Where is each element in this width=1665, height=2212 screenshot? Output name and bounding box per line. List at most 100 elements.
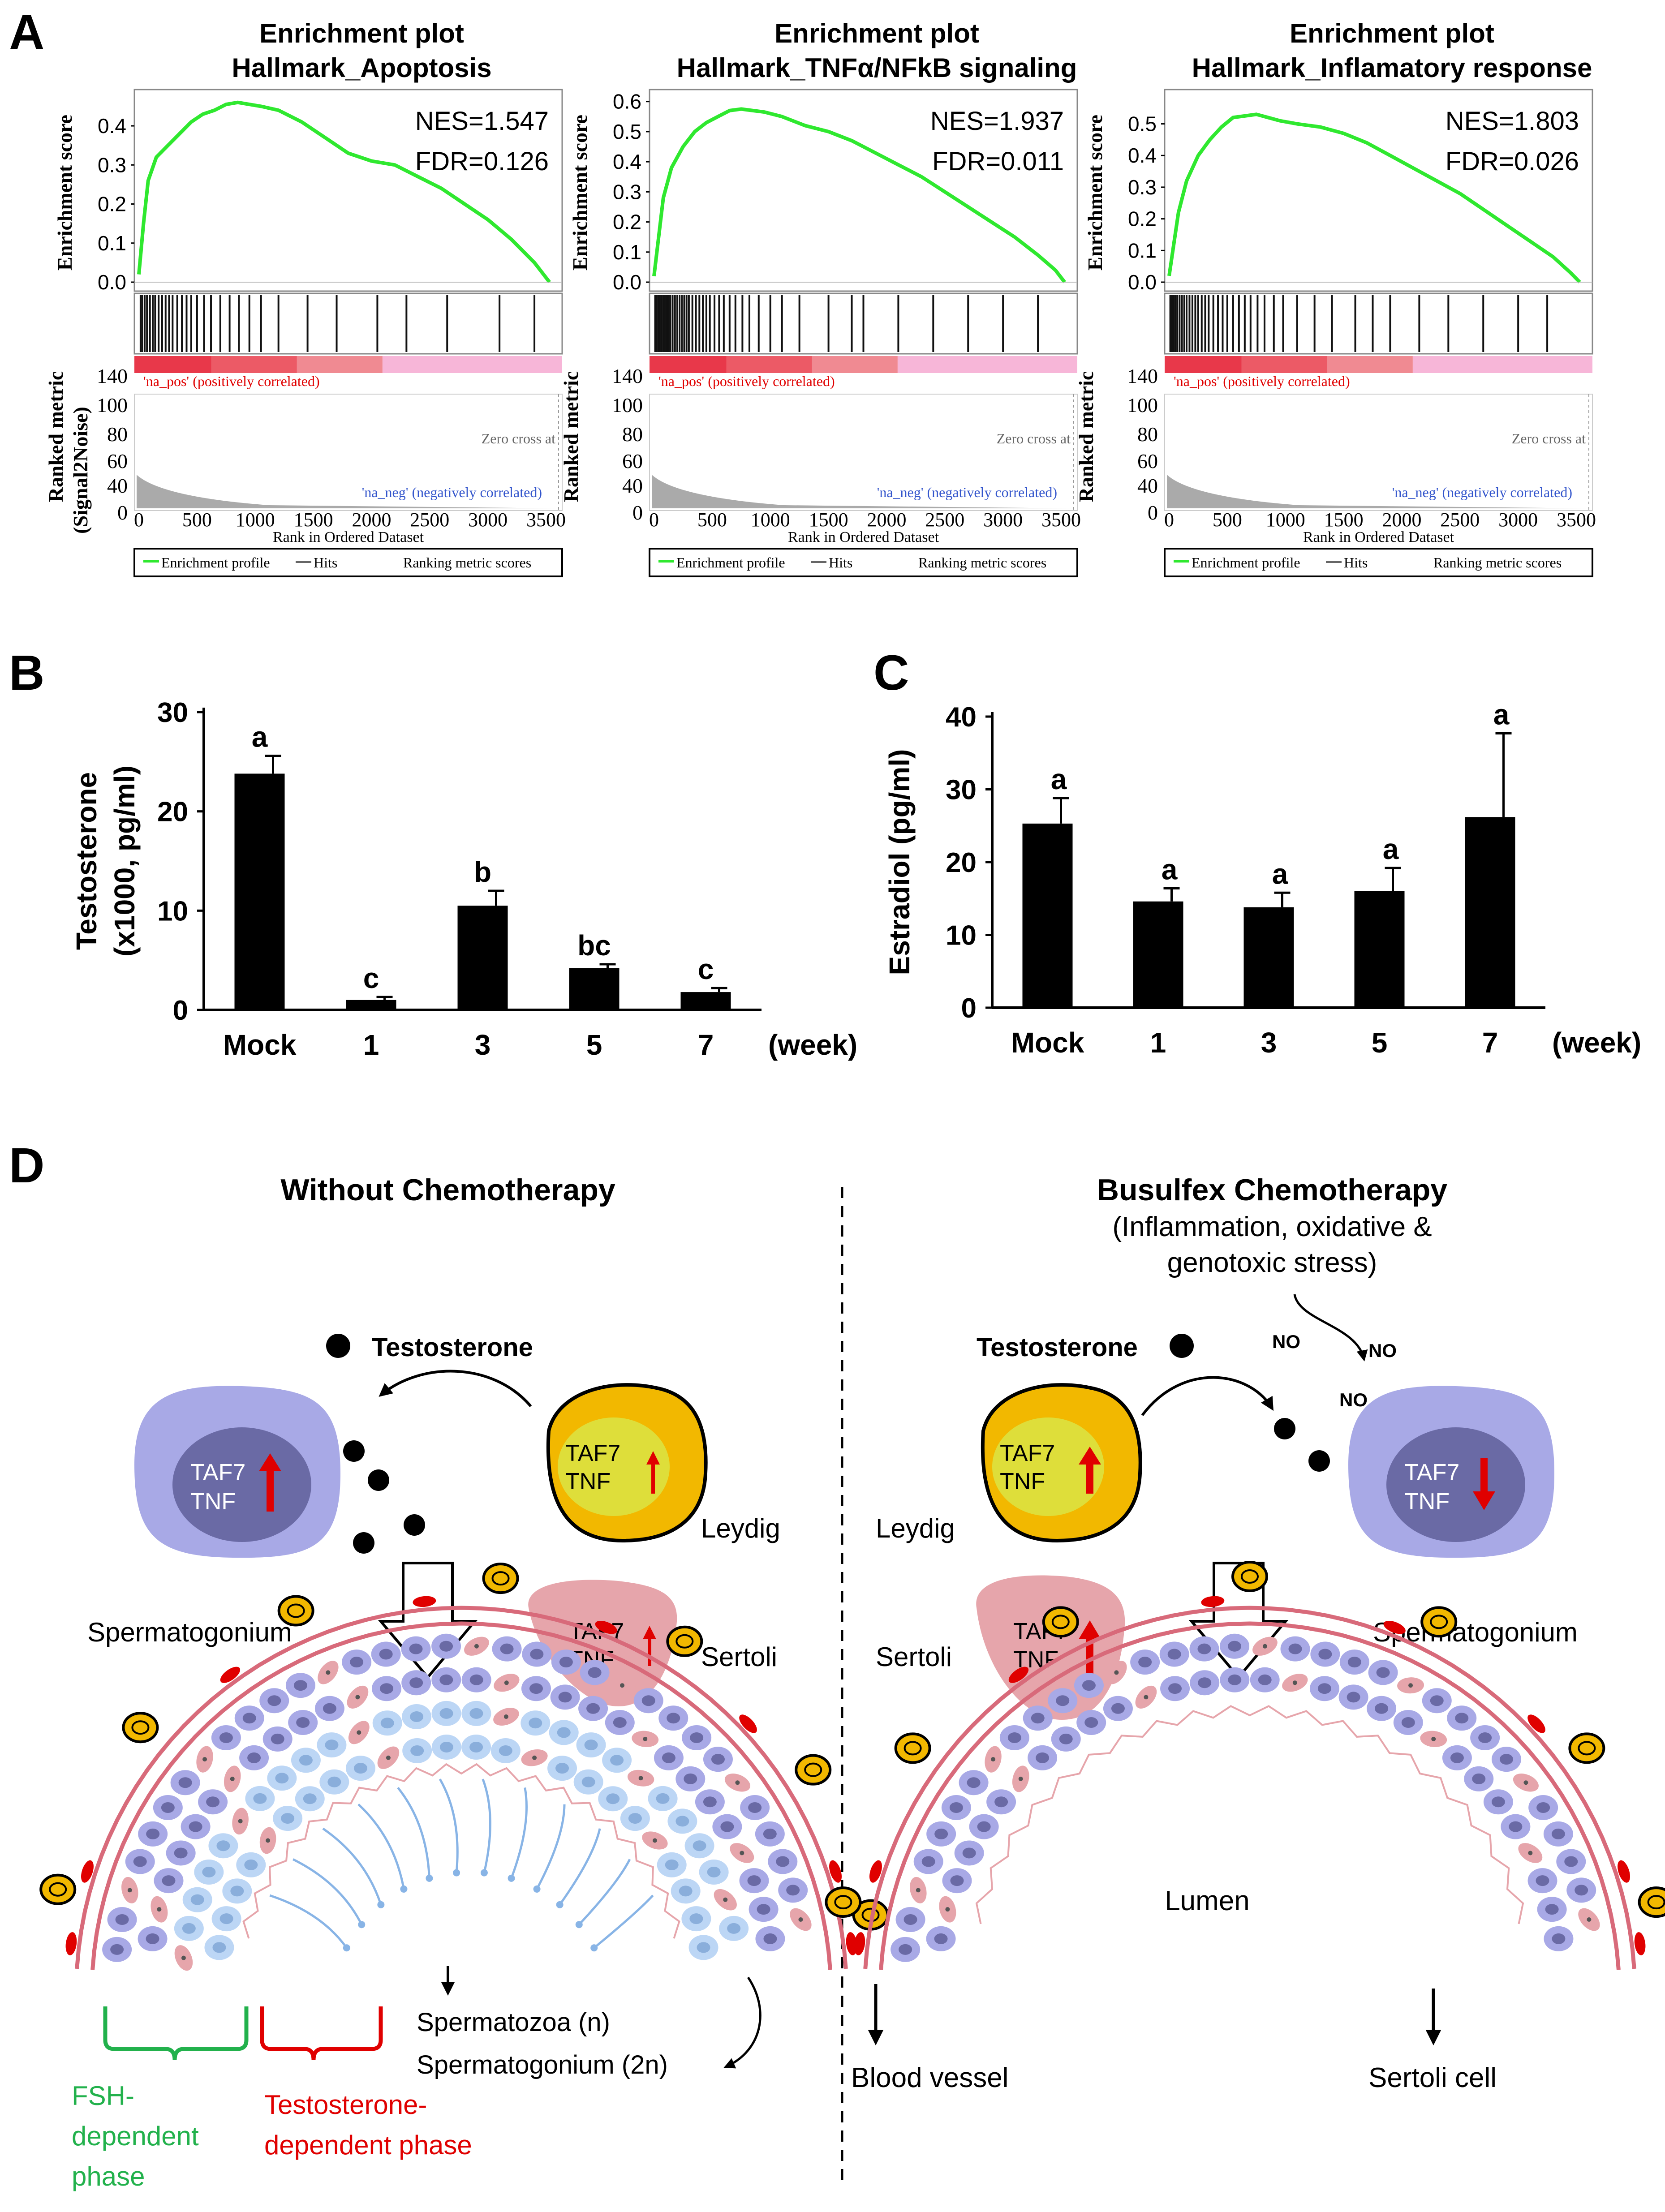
spermatogonium-label-left: Spermatogonium [87, 1617, 292, 1647]
leydig-nucleus [131, 1720, 150, 1735]
leydig-cell-small [795, 1754, 832, 1786]
germ-cell-nucleus [703, 1796, 717, 1808]
metric-tick-label: 140 [1127, 365, 1158, 387]
ranked-axis-label-2: (Signal2Noise) [69, 407, 92, 534]
es-tick-label: 0.0 [613, 271, 641, 294]
germ-cell-nucleus [242, 1713, 256, 1724]
spermatozoa-head [556, 1901, 564, 1908]
germ-cell-nucleus [675, 1816, 689, 1827]
es-axis-label: Enrichment score [1084, 115, 1106, 271]
rank-gradient-band [1327, 356, 1413, 373]
spermatozoa-head [377, 1901, 385, 1908]
bar [1022, 823, 1073, 1008]
x-axis-label: Rank in Ordered Dataset [1303, 529, 1454, 545]
legend-hits: Hits [829, 554, 852, 571]
germ-cell-nucleus [763, 1933, 777, 1944]
category-label: 1 [1150, 1027, 1166, 1059]
germ-cell-nucleus [1376, 1667, 1390, 1678]
germ-cell-nucleus [379, 1649, 393, 1660]
spermatozoa-tail [510, 1787, 528, 1879]
metric-tick-label: 0 [632, 501, 643, 524]
germ-cell-nucleus [950, 1875, 964, 1886]
fsh-label-3: phase [72, 2161, 145, 2191]
germ-cell-nucleus [1401, 1717, 1415, 1728]
category-label: 3 [475, 1029, 491, 1061]
leydig-nucleus [1578, 1741, 1596, 1756]
metric-tick-label: 80 [1137, 423, 1158, 446]
germ-cell-nucleus [684, 1773, 697, 1784]
sertoli-nucleus [238, 1819, 243, 1824]
y-tick-label: 20 [157, 797, 188, 828]
sertoli-nucleus [945, 1907, 950, 1912]
blood-vessel-cell [869, 1860, 882, 1883]
germ-cell-nucleus [1347, 1692, 1360, 1703]
germ-cell-nucleus [934, 1828, 948, 1839]
leydig-cell-small [1420, 1606, 1458, 1638]
bar [1465, 817, 1515, 1008]
es-frame [133, 89, 563, 292]
bar [1133, 901, 1183, 1008]
significance-letter: bc [577, 929, 611, 962]
germ-cell-nucleus [1491, 1796, 1505, 1808]
germ-cell-nucleus [409, 1643, 423, 1654]
germ-cell-nucleus [296, 1717, 310, 1728]
taf7-label: TAF7 [1000, 1440, 1055, 1466]
blood-vessel-cell [1008, 1667, 1029, 1683]
germ-cell-nucleus [1288, 1643, 1302, 1654]
germ-cell-nucleus [1007, 1732, 1021, 1744]
tnf-label: TNF [1404, 1489, 1450, 1515]
es-tick-label: 0.5 [613, 120, 641, 143]
sertoli-nucleus [723, 1897, 728, 1902]
germ-cell-nucleus [244, 1859, 258, 1870]
x-tick-label: 1000 [1266, 509, 1305, 531]
es-tick-label: 0.2 [1128, 207, 1157, 231]
sertoli-nucleus [652, 1838, 657, 1843]
sertoli-nucleus [474, 1644, 479, 1649]
rank-gradient-band [650, 356, 727, 373]
germ-cell-nucleus [757, 1904, 770, 1915]
germ-cell-nucleus [1111, 1703, 1125, 1714]
secretion-arrow-left [379, 1370, 532, 1407]
germ-cell-nucleus [1258, 1674, 1272, 1685]
germ-cell-nucleus [786, 1885, 800, 1896]
leydig-cell-small [894, 1732, 931, 1764]
germ-cell-nucleus [776, 1856, 790, 1867]
germ-cell-nucleus [899, 1944, 912, 1955]
spermatozoa-tail [322, 1827, 382, 1905]
rank-gradient-band [897, 356, 1077, 373]
neg-label: 'na_neg' (negatively correlated) [362, 484, 542, 500]
es-tick-label: 0.4 [98, 114, 126, 137]
testosterone-label-left: Testosterone [372, 1333, 533, 1362]
germ-cell-nucleus [1082, 1680, 1096, 1691]
germ-cell-nucleus [1536, 1802, 1550, 1813]
rank-gradient-band [134, 356, 211, 373]
germ-cell-nucleus [439, 1708, 453, 1719]
significance-letter: a [252, 721, 268, 753]
lumen-outline [242, 1763, 680, 1939]
metric-frame [134, 394, 563, 511]
ranking-metric-area [1167, 475, 1588, 508]
leydig-cell-small [482, 1563, 519, 1594]
category-label: Mock [223, 1029, 297, 1061]
panel-label-d: D [9, 1138, 44, 1193]
germ-cell-nucleus [641, 1695, 655, 1706]
nes-label: NES=1.937 [930, 107, 1064, 136]
blood-vessel-label: Blood vessel [851, 2062, 1009, 2093]
y-tick-label: 20 [946, 847, 977, 878]
metric-tick-label: 80 [622, 423, 643, 446]
bar [457, 906, 508, 1010]
sertoli-nucleus [1408, 1683, 1413, 1688]
spermatozoa-label: Spermatozoa (n) [417, 2008, 610, 2037]
es-tick-label: 0.2 [613, 210, 641, 234]
leydig-nucleus [287, 1603, 305, 1618]
germ-cell-nucleus [665, 1859, 679, 1870]
x-unit-label: (week) [768, 1029, 857, 1061]
y-tick-label: 30 [157, 697, 188, 728]
germ-cell-nucleus [133, 1856, 147, 1867]
x-tick-label: 3500 [1041, 509, 1081, 531]
germ-cell-nucleus [293, 1680, 307, 1691]
sertoli-nucleus [1292, 1680, 1297, 1685]
germ-cell-nucleus [1138, 1657, 1152, 1668]
es-frame [1164, 89, 1593, 292]
leydig-nucleus [1647, 1895, 1665, 1910]
